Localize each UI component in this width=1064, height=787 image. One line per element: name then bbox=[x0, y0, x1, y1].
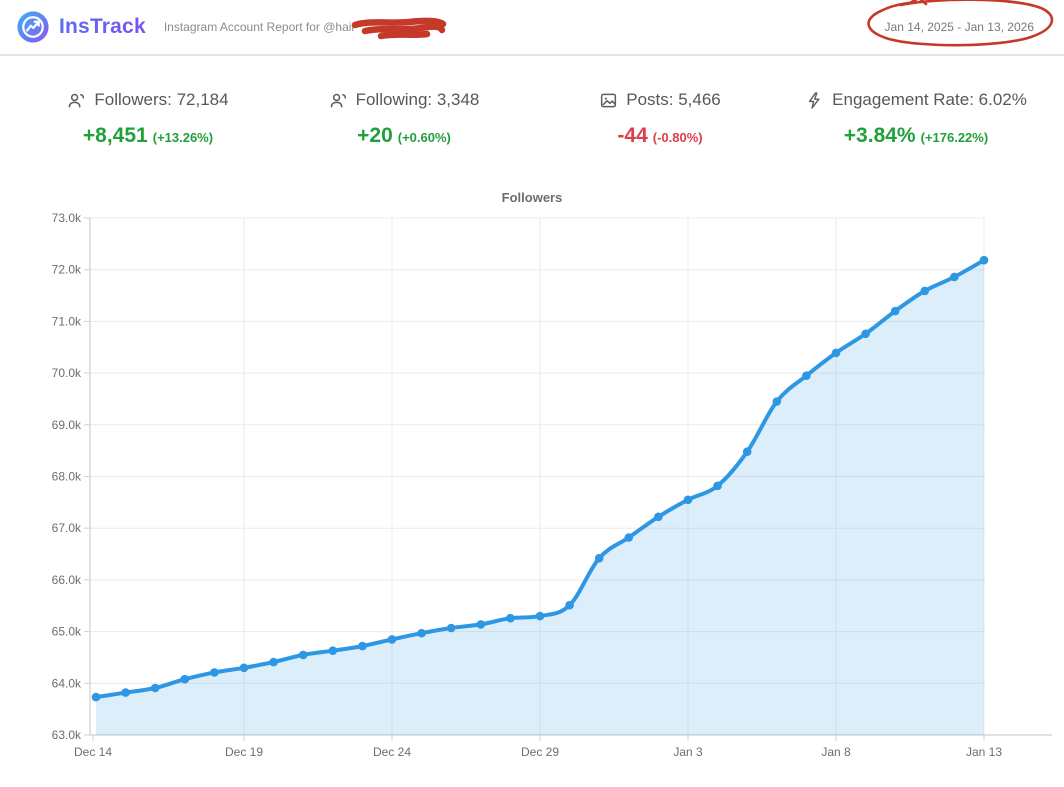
y-tick-label: 65.0k bbox=[52, 624, 82, 638]
username-redaction-scribble bbox=[352, 17, 447, 40]
data-point bbox=[535, 611, 545, 620]
data-point bbox=[269, 657, 278, 666]
data-point bbox=[121, 687, 130, 697]
stat-label: Following: 3,348 bbox=[355, 90, 480, 109]
data-point bbox=[772, 396, 782, 406]
data-point bbox=[446, 623, 456, 632]
stats-row: Followers: 72,184 +8,451 (+13.26%) Follow… bbox=[0, 56, 1064, 148]
x-tick-label: Jan 8 bbox=[821, 745, 851, 759]
y-tick-label: 63.0k bbox=[52, 728, 82, 742]
header: InsTrack Instagram Account Report for @h… bbox=[0, 0, 1064, 56]
data-point bbox=[654, 512, 663, 521]
x-tick-label: Dec 14 bbox=[74, 745, 112, 759]
followers-chart-section: Followers 63.0k 64.0k 65.0k 66.0k 67.0k 68.0k… bbox=[0, 190, 1064, 765]
followers-chart: 63.0k 64.0k 65.0k 66.0k 67.0k 68.0k 69.0k 70.0k… bbox=[52, 211, 1052, 759]
data-point bbox=[180, 674, 190, 683]
report-subtitle: Instagram Account Report for @hair bbox=[163, 20, 356, 34]
data-point bbox=[831, 348, 841, 357]
data-point bbox=[624, 532, 634, 542]
x-tick-label: Dec 24 bbox=[373, 745, 411, 759]
y-tick-label: 67.0k bbox=[52, 521, 82, 535]
chart-title: Followers bbox=[501, 189, 563, 205]
date-range-wrap: Jan 14, 2025 - Jan 13, 2026 bbox=[866, 0, 1053, 47]
stat-label: Posts: 5,466 bbox=[626, 90, 721, 109]
data-point bbox=[476, 619, 486, 629]
data-point bbox=[91, 692, 101, 701]
stat-change: +3.84% (+176.22%) bbox=[843, 123, 989, 147]
data-point bbox=[713, 481, 722, 490]
data-point bbox=[742, 446, 752, 456]
lightning-icon bbox=[809, 91, 820, 109]
y-tick-label: 66.0k bbox=[52, 572, 82, 586]
stat-followers: Followers: 72,184 +8,451 (+13.26%) bbox=[20, 90, 276, 148]
followers-area-fill bbox=[96, 259, 984, 735]
data-point bbox=[150, 683, 160, 692]
data-point bbox=[210, 667, 219, 677]
stat-change: -44 (-0.80%) bbox=[617, 123, 703, 147]
image-icon bbox=[601, 93, 617, 107]
data-point bbox=[683, 495, 693, 504]
data-point bbox=[890, 306, 900, 315]
stat-change: +20 (+0.60%) bbox=[357, 123, 451, 147]
stat-engagement: Engagement Rate: 6.02% +3.84% (+176.22%) bbox=[788, 90, 1044, 148]
data-point bbox=[417, 628, 426, 637]
stat-posts: Posts: 5,466 -44 (-0.80%) bbox=[532, 90, 788, 148]
x-tick-label: Jan 3 bbox=[673, 745, 703, 759]
data-point bbox=[861, 329, 870, 338]
data-point bbox=[387, 634, 397, 644]
y-tick-label: 68.0k bbox=[52, 469, 82, 483]
x-tick-label: Dec 29 bbox=[521, 745, 559, 759]
y-tick-label: 71.0k bbox=[52, 314, 82, 328]
people-icon bbox=[330, 93, 346, 108]
people-icon bbox=[69, 93, 85, 108]
x-tick-label: Dec 19 bbox=[225, 745, 263, 759]
stat-following: Following: 3,348 +20 (+0.60%) bbox=[276, 90, 532, 148]
y-tick-label: 69.0k bbox=[52, 417, 82, 431]
data-point bbox=[239, 663, 249, 672]
data-point bbox=[594, 553, 604, 562]
stat-change: +8,451 (+13.26%) bbox=[82, 123, 214, 147]
data-point bbox=[979, 255, 989, 264]
y-tick-label: 70.0k bbox=[52, 366, 82, 380]
data-point bbox=[950, 272, 959, 281]
data-point bbox=[328, 645, 338, 655]
stat-label: Followers: 72,184 bbox=[94, 90, 229, 109]
data-point bbox=[298, 650, 308, 659]
data-point bbox=[358, 641, 367, 650]
y-tick-label: 72.0k bbox=[52, 262, 82, 276]
x-tick-label: Jan 13 bbox=[966, 745, 1002, 759]
data-point bbox=[802, 370, 811, 380]
date-range: Jan 14, 2025 - Jan 13, 2026 bbox=[884, 20, 1034, 34]
instrack-logo-icon bbox=[17, 11, 49, 43]
stat-label: Engagement Rate: 6.02% bbox=[832, 90, 1027, 109]
data-point bbox=[506, 613, 515, 622]
data-point bbox=[920, 286, 930, 295]
y-tick-label: 64.0k bbox=[52, 676, 82, 690]
app-name: InsTrack bbox=[59, 15, 146, 38]
y-tick-label: 73.0k bbox=[52, 211, 82, 225]
data-point bbox=[565, 600, 574, 609]
brand-link[interactable]: InsTrack bbox=[16, 10, 146, 44]
